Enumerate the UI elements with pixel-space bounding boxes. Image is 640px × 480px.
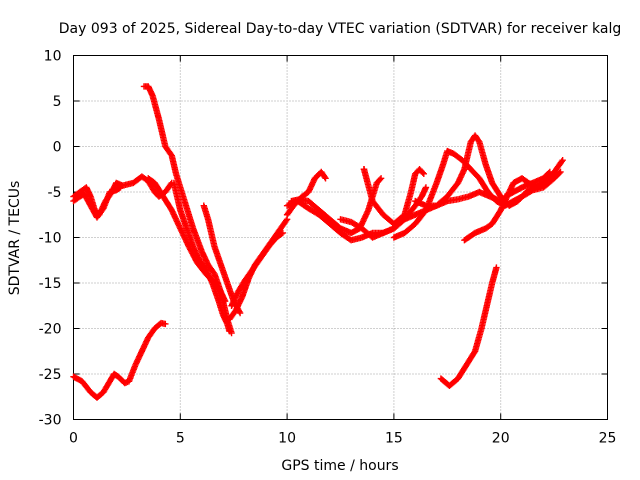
data-point bbox=[321, 173, 328, 181]
data-point bbox=[376, 176, 384, 183]
x-tick-label: 15 bbox=[385, 431, 403, 447]
series-trace-17 bbox=[501, 168, 554, 200]
data-series bbox=[70, 83, 566, 401]
data-point bbox=[282, 217, 290, 224]
axis-ticks bbox=[73, 55, 608, 420]
y-tick-label: 5 bbox=[53, 94, 62, 110]
data-point bbox=[278, 230, 285, 238]
y-axis-label: SDTVAR / TECUs bbox=[7, 181, 23, 296]
y-tick-label: -30 bbox=[39, 413, 62, 429]
x-tick-label: 20 bbox=[492, 431, 510, 447]
data-point bbox=[236, 309, 244, 317]
data-point bbox=[360, 166, 368, 173]
y-tick-labels: -30 -25 -20 -15 -10 -5 0 5 10 bbox=[39, 49, 62, 429]
data-point bbox=[557, 168, 564, 176]
series-trace-5 bbox=[145, 175, 229, 305]
data-point bbox=[279, 229, 287, 237]
x-tick-label: 25 bbox=[599, 431, 617, 447]
data-point bbox=[556, 169, 563, 177]
chart-title: Day 093 of 2025, Sidereal Day-to-day VTE… bbox=[59, 21, 621, 37]
y-tick-label: 0 bbox=[53, 140, 62, 156]
x-tick-label: 0 bbox=[69, 431, 78, 447]
x-tick-label: 5 bbox=[176, 431, 185, 447]
y-tick-label: -25 bbox=[39, 367, 62, 383]
data-point bbox=[546, 168, 554, 176]
data-point bbox=[493, 264, 500, 271]
data-point bbox=[545, 169, 552, 177]
series-trace-11 bbox=[288, 175, 385, 237]
series-trace-8 bbox=[228, 229, 287, 309]
y-tick-label: -10 bbox=[39, 231, 62, 247]
y-tick-label: -15 bbox=[39, 276, 62, 292]
data-point bbox=[419, 169, 426, 176]
series-trace-16 bbox=[461, 156, 566, 244]
data-point bbox=[322, 175, 329, 182]
data-point bbox=[377, 175, 385, 182]
data-point bbox=[162, 320, 169, 328]
x-axis-label: GPS time / hours bbox=[281, 458, 398, 474]
data-point bbox=[559, 156, 566, 164]
y-tick-label: -5 bbox=[48, 185, 62, 201]
data-point bbox=[420, 170, 428, 177]
x-tick-label: 10 bbox=[278, 431, 296, 447]
series-trace-18 bbox=[70, 319, 169, 401]
isolated-point bbox=[360, 166, 368, 173]
data-point bbox=[221, 298, 229, 305]
y-tick-label: 10 bbox=[44, 49, 62, 65]
y-tick-label: -20 bbox=[39, 322, 62, 338]
data-point bbox=[117, 184, 124, 191]
series-trace-19 bbox=[437, 264, 500, 390]
x-tick-labels: 0 5 10 15 20 25 bbox=[69, 431, 616, 447]
grid-lines bbox=[73, 55, 608, 420]
data-point bbox=[558, 158, 565, 165]
data-point bbox=[228, 329, 235, 337]
series-trace-2 bbox=[70, 184, 124, 221]
series-trace-4 bbox=[140, 83, 235, 337]
data-point bbox=[422, 184, 430, 191]
